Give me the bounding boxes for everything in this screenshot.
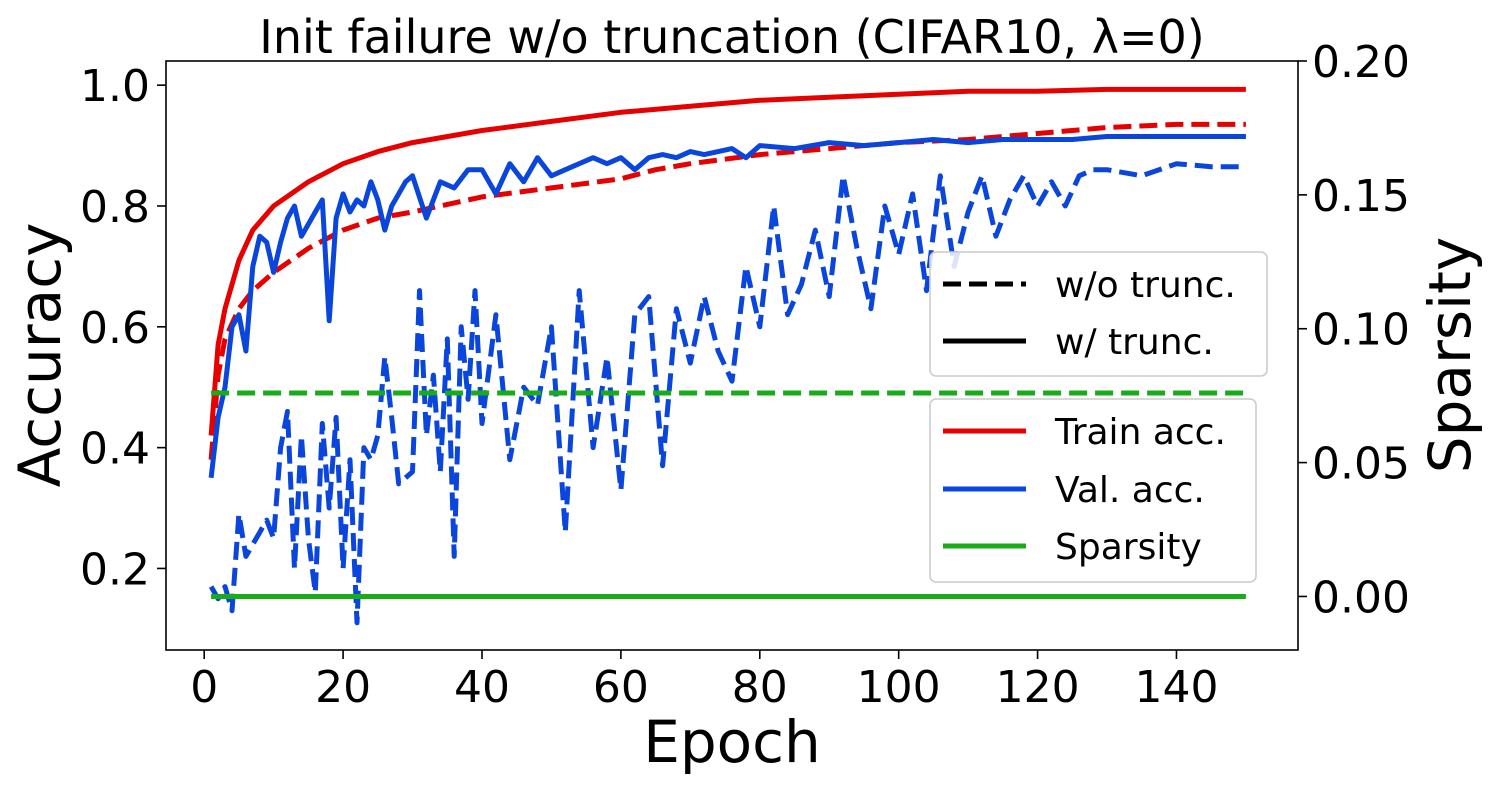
y-tick-label: 1.0 — [80, 61, 150, 112]
legend-entry-wo-trunc: w/o trunc. — [1055, 265, 1236, 306]
series-line-1 — [208, 86, 1246, 436]
right-tick-label: 0.05 — [1312, 439, 1410, 490]
series-line-2 — [208, 161, 1246, 626]
x-tick-label: 0 — [190, 662, 218, 713]
x-tick-label: 20 — [315, 662, 371, 713]
x-axis-label: Epoch — [643, 708, 821, 776]
plot-frame — [165, 60, 1299, 651]
series-line-3 — [208, 134, 1246, 479]
legend-entry-val: Val. acc. — [1055, 470, 1205, 511]
legend-entry-w-trunc: w/ trunc. — [1055, 322, 1214, 363]
right-tick-label: 0.20 — [1312, 37, 1410, 88]
x-tick-label: 120 — [996, 662, 1080, 713]
x-axis-ticks: 0 20 40 60 80 100 120 140 — [190, 650, 1218, 713]
legend-truncation-box — [929, 251, 1268, 377]
legend-truncation: w/o trunc. w/ trunc. — [929, 251, 1268, 377]
legend-entry-sparsity: Sparsity — [1055, 527, 1202, 568]
chart-title: Init failure w/o truncation (CIFAR10, λ=… — [259, 10, 1205, 64]
x-tick-label: 40 — [454, 662, 510, 713]
x-tick-label: 140 — [1134, 662, 1218, 713]
y-tick-label: 0.4 — [80, 424, 150, 475]
y-axis-label: Accuracy — [6, 223, 74, 488]
right-axis-label: Sparsity — [1416, 237, 1484, 473]
right-tick-label: 0.10 — [1312, 305, 1410, 356]
legend-entry-train: Train acc. — [1054, 412, 1226, 453]
right-axis-ticks: 0.00 0.05 0.10 0.15 0.20 — [1298, 37, 1410, 623]
right-tick-label: 0.15 — [1312, 171, 1410, 222]
x-tick-label: 80 — [732, 662, 788, 713]
legend-metrics-box — [929, 398, 1257, 583]
y-axis-ticks: 0.2 0.4 0.6 0.8 1.0 — [80, 61, 166, 595]
legend-metrics: Train acc. Val. acc. Sparsity — [929, 398, 1257, 583]
y-tick-label: 0.6 — [80, 303, 150, 354]
y-tick-label: 0.8 — [80, 182, 150, 233]
x-tick-label: 60 — [593, 662, 649, 713]
y-tick-label: 0.2 — [80, 544, 150, 595]
right-tick-label: 0.00 — [1312, 572, 1410, 623]
plot-lines — [208, 86, 1246, 626]
x-tick-label: 100 — [857, 662, 941, 713]
